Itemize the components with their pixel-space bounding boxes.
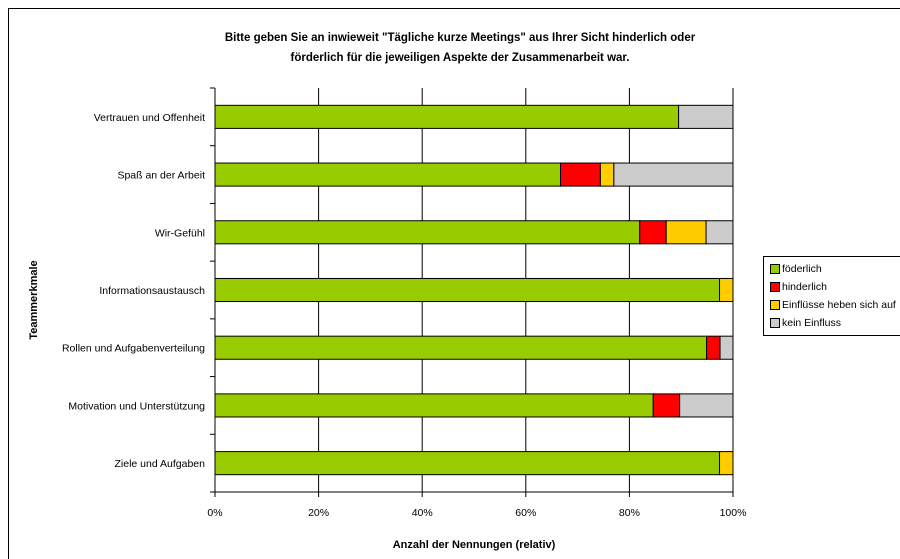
bar-5-series-1 bbox=[652, 393, 681, 418]
bar-1-series-2 bbox=[599, 162, 615, 187]
axis-labels: 0% 20% 40% 60% 80% 100% Vertrauen und Offenhei… bbox=[28, 112, 746, 551]
x-tick-label-0: 0% bbox=[207, 507, 222, 519]
category-label-0: Vertrauen und Offenheit bbox=[94, 112, 205, 124]
x-tick-label-5: 100% bbox=[720, 507, 747, 519]
axes bbox=[210, 87, 734, 497]
bar-0-series-3 bbox=[678, 104, 734, 129]
category-label-2: Wir-Gefühl bbox=[155, 227, 205, 239]
x-tick-label-1: 20% bbox=[308, 507, 329, 519]
category-label-5: Motivation und Unterstützung bbox=[68, 400, 205, 412]
y-axis-title: Teammerkmale bbox=[28, 260, 40, 339]
bar-6-series-0 bbox=[214, 451, 721, 476]
bars bbox=[214, 104, 734, 476]
legend-swatch-hinderlich bbox=[770, 282, 780, 292]
x-tick-label-4: 80% bbox=[619, 507, 640, 519]
x-axis-title: Anzahl der Nennungen (relativ) bbox=[393, 539, 556, 551]
x-tick-label-2: 40% bbox=[412, 507, 433, 519]
x-tick-label-3: 60% bbox=[515, 507, 536, 519]
category-label-1: Spaß an der Arbeit bbox=[117, 170, 205, 182]
legend-swatch-einfluesse bbox=[770, 300, 780, 310]
bar-4-series-0 bbox=[214, 335, 708, 360]
legend-label-kein-einfluss: kein Einfluss bbox=[782, 317, 841, 329]
bar-3-series-2 bbox=[719, 277, 734, 303]
chart-title-line-1: Bitte geben Sie an inwieweit "Tägliche k… bbox=[224, 32, 696, 44]
bar-2-series-0 bbox=[214, 220, 641, 245]
bar-5-series-0 bbox=[214, 393, 654, 418]
category-label-3: Informationsaustausch bbox=[99, 285, 205, 297]
legend-label-hinderlich: hinderlich bbox=[782, 281, 827, 293]
bar-4-series-1 bbox=[706, 335, 721, 360]
category-label-4: Rollen und Aufgabenverteilung bbox=[62, 343, 205, 355]
bar-1-series-0 bbox=[214, 162, 562, 187]
legend-swatch-kein-einfluss bbox=[770, 318, 780, 328]
bar-2-series-2 bbox=[665, 220, 707, 245]
chart-title-line-2: förderlich für die jeweiligen Aspekte de… bbox=[290, 52, 630, 64]
category-label-6: Ziele und Aufgaben bbox=[115, 458, 206, 470]
bar-0-series-0 bbox=[214, 104, 680, 129]
chart-frame bbox=[8, 8, 900, 559]
bar-2-series-3 bbox=[705, 220, 734, 245]
chart-title: Bitte geben Sie an inwieweit "Tägliche k… bbox=[150, 28, 770, 68]
bar-1-series-1 bbox=[560, 162, 601, 187]
legend-label-foerderlich: föderlich bbox=[782, 263, 822, 275]
bar-5-series-3 bbox=[679, 393, 734, 418]
legend-swatch-foerderlich bbox=[770, 264, 780, 274]
bar-1-series-3 bbox=[613, 162, 734, 187]
legend-label-einfluesse: Einflüsse heben sich auf bbox=[782, 299, 896, 311]
bar-6-series-2 bbox=[719, 451, 734, 476]
bar-2-series-1 bbox=[639, 220, 667, 245]
legend: föderlich hinderlich Einflüsse heben sic… bbox=[763, 256, 900, 336]
bar-3-series-0 bbox=[214, 277, 721, 303]
bar-4-series-3 bbox=[719, 335, 734, 360]
